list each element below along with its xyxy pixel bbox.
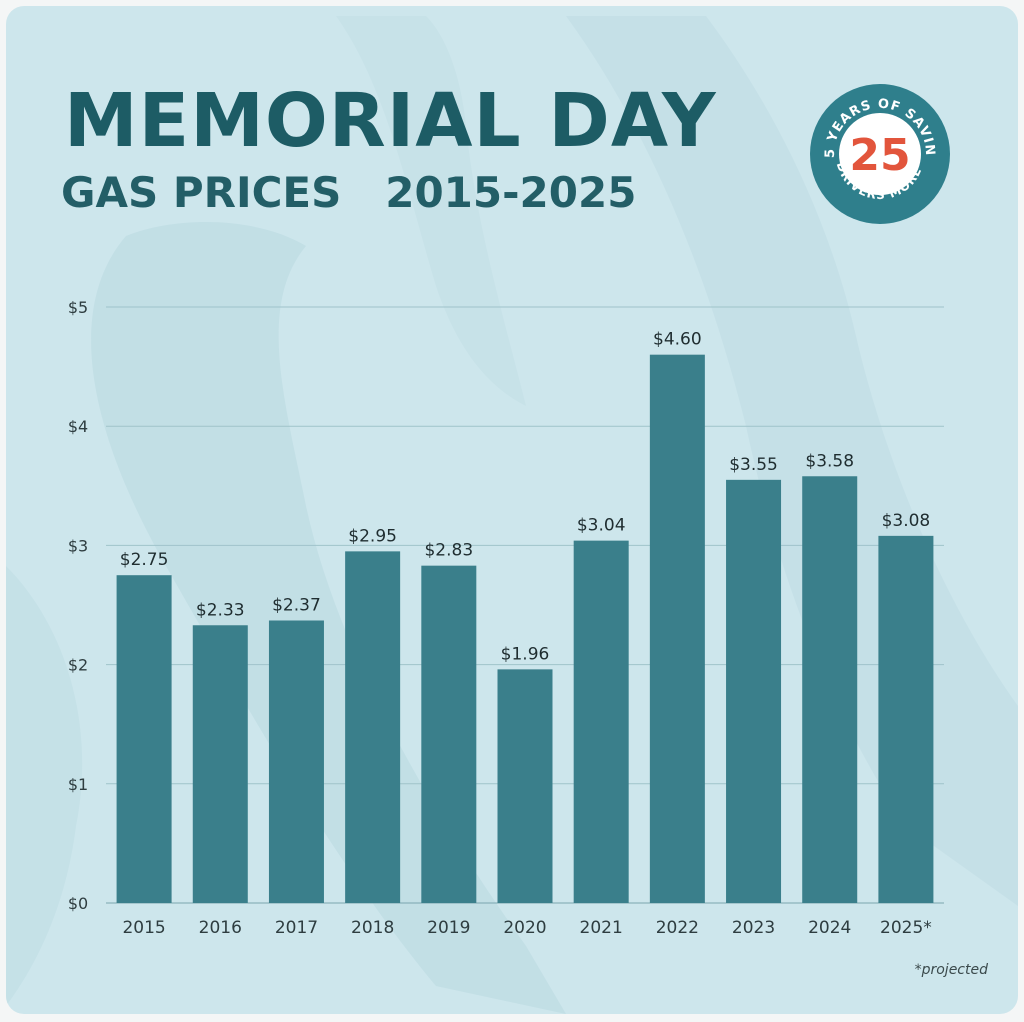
x-axis-ticks: 2015 2016 2017 2018 2019 2020 2021 2022 2023 2024… xyxy=(122,918,931,938)
bar-value-label: $2.83 xyxy=(424,541,473,561)
y-tick-label: $2 xyxy=(68,656,88,675)
x-tick-label: 2021 xyxy=(580,918,623,938)
bar-value-label: $3.58 xyxy=(805,451,854,471)
bar-value-label: $4.60 xyxy=(653,330,702,350)
x-tick-label: 2017 xyxy=(275,918,318,938)
x-tick-label: 2019 xyxy=(427,918,470,938)
bar xyxy=(802,476,858,903)
y-tick-label: $4 xyxy=(68,417,88,436)
x-tick-label: 2024 xyxy=(808,918,851,938)
footnote-projected: *projected xyxy=(914,962,988,978)
bar-value-label: $3.08 xyxy=(882,511,931,531)
bar xyxy=(726,479,782,903)
x-tick-label: 2018 xyxy=(351,918,394,938)
x-tick-label: 2022 xyxy=(656,918,699,938)
page-title: MEMORIAL DAY xyxy=(64,78,717,164)
x-tick-label: 2015 xyxy=(122,918,165,938)
bar-value-label: $3.55 xyxy=(729,455,778,475)
bar xyxy=(649,354,705,903)
bar-value-label: $2.75 xyxy=(120,550,169,570)
y-axis-ticks: $0 $1 $2 $3 $4 $5 xyxy=(68,298,88,913)
bar-value-label: $2.37 xyxy=(272,595,321,615)
y-tick-label: $3 xyxy=(68,536,88,555)
x-tick-label: 2016 xyxy=(199,918,242,938)
bar xyxy=(116,575,172,903)
x-tick-label: 2020 xyxy=(503,918,546,938)
x-tick-label: 2023 xyxy=(732,918,775,938)
badge-number: 25 xyxy=(849,130,910,181)
badge-25-years-logo: 25 YEARS OF SAVING DRIVERS MORE. 25 xyxy=(808,82,950,224)
x-tick-label: 2025* xyxy=(880,918,932,938)
bar xyxy=(878,535,934,903)
y-tick-label: $0 xyxy=(68,894,88,913)
y-tick-label: $5 xyxy=(68,298,88,317)
bar-value-label: $1.96 xyxy=(501,644,550,664)
badge-inner-circle xyxy=(839,113,921,195)
data-labels: $2.75 $2.33 $2.37 $2.95 $2.83 $1.96 $3.04 $4.60… xyxy=(120,330,930,665)
infographic-card: MEMORIAL DAY GAS PRICES 2015-2025 25 YEA… xyxy=(6,6,1018,1014)
bar xyxy=(345,551,401,903)
bar-value-label: $3.04 xyxy=(577,516,626,536)
bar-chart: $0 $1 $2 $3 $4 $5 $2.75 $2.33 $2.37 $2.95 $2.83 $1… xyxy=(68,298,944,938)
y-tick-label: $1 xyxy=(68,775,88,794)
bar xyxy=(192,625,248,903)
bars xyxy=(116,354,934,903)
bar xyxy=(268,620,324,903)
bar-value-label: $2.33 xyxy=(196,600,245,620)
page-subtitle: GAS PRICES 2015-2025 xyxy=(61,168,637,217)
bar xyxy=(573,540,629,903)
bar xyxy=(497,669,553,903)
bar xyxy=(421,565,477,903)
bar-value-label: $2.95 xyxy=(348,526,397,546)
